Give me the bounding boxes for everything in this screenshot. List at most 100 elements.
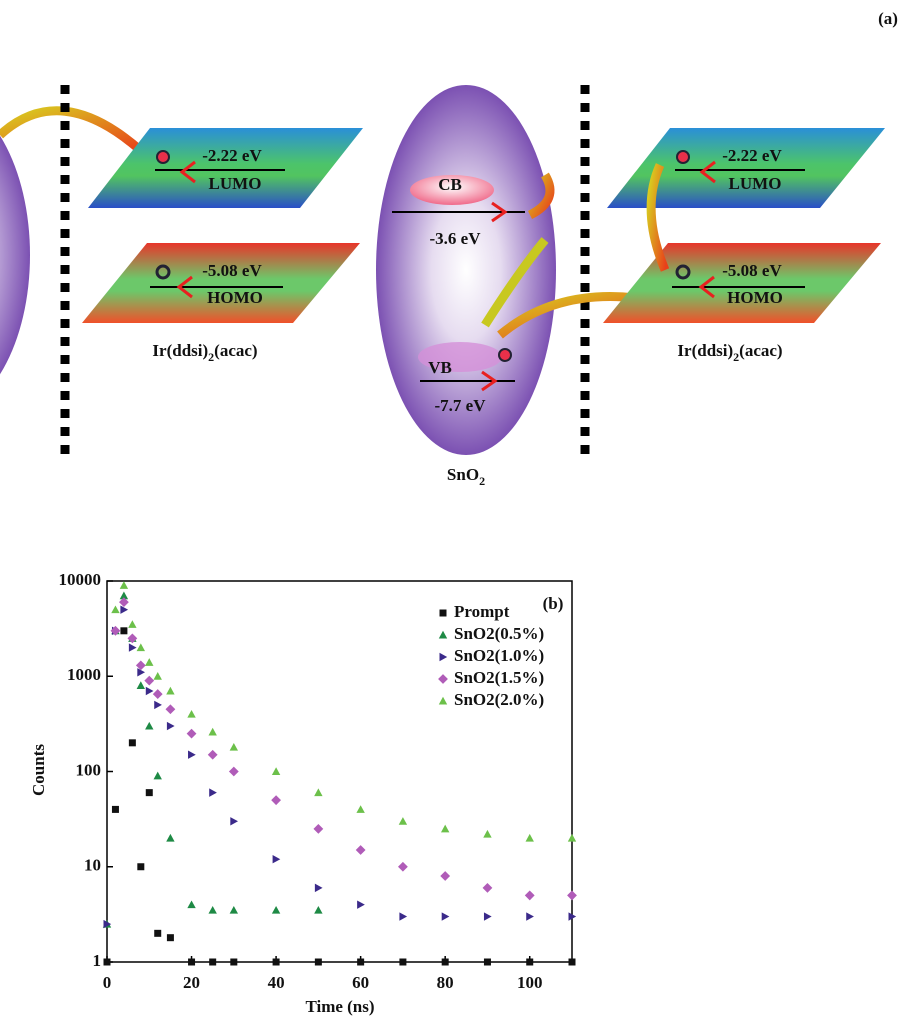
chart: (b) Time (ns) Counts 1 10 100 1000 10000 0 20 4… (29, 570, 577, 1016)
arrow (481, 237, 549, 328)
x-tick-label: 80 (437, 973, 454, 992)
data-point (128, 643, 137, 652)
level-label: LUMO (729, 174, 782, 193)
data-point (144, 675, 155, 686)
y-tick-label: 100 (76, 760, 102, 779)
data-point (568, 912, 577, 921)
data-point (568, 958, 576, 966)
legend-marker (439, 652, 448, 662)
data-point (137, 668, 146, 677)
data-point (228, 766, 239, 777)
y-tick-label: 10 (84, 856, 101, 875)
energy: -2.22 eV (202, 146, 262, 165)
data-point (567, 833, 577, 842)
data-point (153, 771, 162, 780)
material-label: Ir(ddsi)2(acac) (152, 341, 257, 364)
energy: -5.08 eV (202, 261, 262, 280)
label-sub: 2 (479, 474, 485, 488)
chevron (491, 201, 508, 223)
homo-plate (82, 243, 360, 323)
data-point (271, 795, 281, 806)
legend-marker (438, 696, 448, 705)
data-point (186, 728, 197, 739)
arrow (0, 106, 143, 154)
data-point (103, 919, 112, 929)
electron (676, 150, 690, 164)
data-point (153, 672, 162, 680)
data-point (230, 958, 238, 966)
y-tick-label: 10000 (59, 570, 102, 589)
data-point (398, 861, 408, 872)
data-point (209, 958, 217, 966)
x-tick-label: 20 (183, 973, 200, 992)
data-point (483, 958, 491, 966)
data-point (314, 905, 323, 914)
chevron (481, 370, 498, 392)
data-point (120, 605, 129, 614)
data-point (357, 958, 365, 966)
band-label: VB (428, 358, 452, 377)
arrow (527, 172, 555, 220)
legend-label: Prompt (454, 602, 510, 621)
label-part: SnO (447, 465, 479, 484)
data-point (187, 900, 196, 909)
data-point (136, 681, 146, 689)
label-sub: 2 (208, 350, 214, 364)
energy: -3.6 eV (430, 229, 482, 248)
energy: -2.22 eV (722, 146, 782, 165)
data-point (229, 905, 239, 914)
level-label: HOMO (727, 288, 783, 307)
annotation: (b) (543, 594, 564, 613)
material-label: Ir(ddsi)2(acac) (677, 341, 782, 364)
y-tick-label: 1 (93, 951, 102, 970)
data-point (154, 700, 162, 710)
x-tick-label: 40 (268, 973, 285, 992)
level-label: HOMO (207, 288, 263, 307)
data-point (136, 643, 146, 652)
data-point (355, 845, 366, 855)
data-point (119, 597, 129, 608)
data-point (145, 658, 154, 666)
level-label: LUMO (209, 174, 262, 193)
data-point (314, 788, 323, 797)
material-label: SnO2 (447, 465, 485, 488)
data-point (526, 958, 534, 966)
data-point (399, 912, 408, 921)
x-axis-label: Time (ns) (305, 997, 374, 1016)
data-point (128, 739, 136, 747)
energy: -7.7 eV (435, 396, 487, 415)
vb-dish (418, 342, 502, 372)
data-point (145, 789, 153, 797)
data-point (483, 912, 492, 921)
data-point (137, 863, 145, 871)
diagram: (a) -2.22 eV LUMO -5.08 eV HOMO Ir(ddsi)… (0, 9, 898, 488)
data-point (166, 686, 175, 695)
label-part: (acac) (214, 341, 257, 360)
data-point (135, 660, 146, 671)
data-point (229, 742, 239, 751)
lumo-plate (88, 128, 363, 208)
band-label: CB (438, 175, 462, 194)
data-point (111, 605, 120, 614)
data-point (207, 749, 218, 760)
hole (675, 264, 691, 280)
x-tick-label: 100 (517, 973, 543, 992)
partial-ellipse (0, 135, 30, 375)
data-point (208, 727, 217, 736)
data-point (314, 958, 322, 966)
data-point (110, 625, 121, 636)
data-point (526, 912, 534, 921)
data-point (271, 905, 281, 914)
legend-label: SnO2(0.5%) (454, 624, 544, 643)
legend-marker (438, 674, 448, 684)
electron (156, 150, 170, 164)
data-point (440, 824, 450, 833)
data-point (441, 912, 450, 921)
chevron (698, 275, 715, 299)
homo-plate (603, 243, 881, 323)
legend-label: SnO2(1.0%) (454, 646, 544, 665)
hole (498, 348, 512, 362)
data-point (398, 817, 408, 825)
data-point (127, 633, 138, 644)
